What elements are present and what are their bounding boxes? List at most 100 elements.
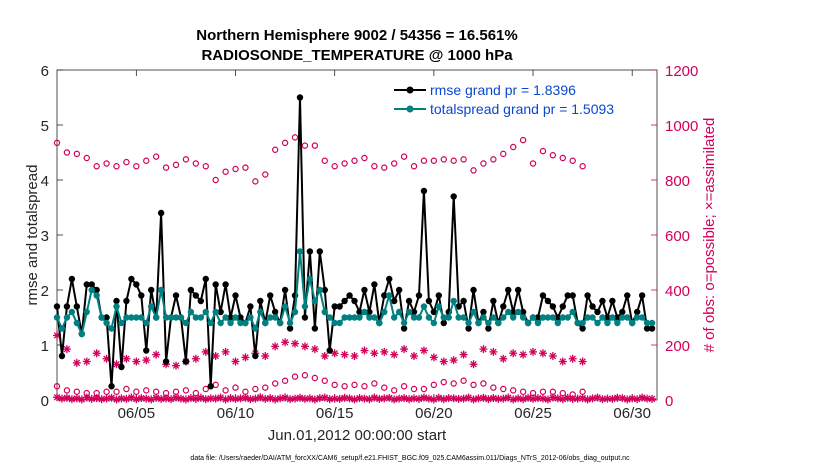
rmse-point — [341, 297, 348, 305]
totalspread-point — [93, 292, 100, 299]
obs-assimilated-point — [489, 347, 498, 356]
rmse-point — [400, 325, 408, 332]
totalspread-point — [262, 319, 269, 327]
rmse-point — [217, 308, 224, 316]
totalspread-point — [267, 314, 274, 321]
totalspread-point — [544, 314, 552, 321]
obs-assimilated-point — [499, 354, 508, 363]
totalspread-point — [138, 314, 145, 321]
obs-assimilated-point — [469, 360, 478, 369]
rmse-point — [366, 308, 373, 316]
totalspread-point — [237, 319, 244, 327]
obs-assimilated-point — [459, 394, 468, 403]
obs-assimilated-point — [152, 393, 161, 402]
totalspread-point — [157, 286, 165, 294]
asterisk-stroke — [172, 394, 180, 401]
obs-assimilated-point — [400, 345, 409, 354]
totalspread-point — [58, 325, 66, 332]
obs-assimilated-point — [514, 394, 523, 403]
totalspread-point — [569, 308, 576, 316]
totalspread-point — [415, 314, 423, 321]
totalspread-point — [128, 314, 135, 321]
obs-assimilated-point — [419, 393, 428, 402]
asterisk-stroke — [410, 352, 418, 360]
obs-possible-point — [480, 160, 487, 167]
asterisk-stroke — [574, 395, 581, 402]
totalspread-point — [376, 319, 383, 327]
totalspread-point — [143, 319, 150, 327]
rmse-point — [83, 281, 90, 288]
asterisk-stroke — [68, 395, 76, 403]
obs-assimilated-point — [548, 393, 557, 402]
asterisk-stroke — [73, 395, 81, 402]
asterisk-stroke — [53, 393, 61, 401]
obs-possible-point — [341, 383, 348, 390]
asterisk-stroke — [202, 348, 210, 356]
obs-assimilated-point — [410, 352, 419, 360]
asterisk-stroke — [281, 394, 289, 401]
rmse-point — [425, 297, 433, 305]
y-right-tick-label: 600 — [665, 228, 690, 245]
asterisk-stroke — [242, 354, 249, 361]
rmse-point — [133, 281, 140, 288]
totalspread-point — [514, 308, 522, 316]
rmse-point — [108, 383, 115, 390]
totalspread-point — [108, 325, 115, 332]
totalspread-point — [480, 314, 487, 321]
asterisk-stroke — [63, 394, 71, 402]
y-right-tick-label: 800 — [665, 173, 690, 190]
rmse-point — [172, 292, 180, 299]
asterisk-stroke — [594, 394, 601, 401]
asterisk-stroke — [331, 395, 338, 402]
asterisk-stroke — [648, 395, 656, 403]
rmse-point — [207, 383, 214, 390]
legend-rmse-label: rmse grand pr = 1.8396 — [430, 82, 576, 98]
obs-assimilated-point — [305, 394, 314, 403]
asterisk-stroke — [638, 394, 646, 401]
totalspread-point — [162, 314, 170, 321]
obs-assimilated-point — [405, 395, 414, 404]
rmse-point — [624, 292, 631, 299]
obs-assimilated-point — [350, 352, 359, 360]
totalspread-point — [450, 297, 457, 305]
totalspread-point — [68, 308, 76, 316]
totalspread-point — [519, 314, 527, 321]
obs-possible-point — [271, 380, 279, 387]
rmse-point — [88, 281, 95, 288]
rmse-point — [549, 303, 557, 310]
obs-assimilated-point — [568, 354, 577, 363]
obs-possible-point — [410, 385, 418, 393]
totalspread-point — [296, 248, 304, 255]
obs-possible-point — [83, 154, 90, 162]
obs-assimilated-point — [172, 361, 181, 370]
asterisk-stroke — [559, 358, 567, 365]
totalspread-point — [624, 314, 631, 321]
rmse-point — [252, 352, 259, 360]
obs-possible-point — [232, 165, 239, 173]
rmse-point — [455, 303, 462, 310]
obs-assimilated-point — [529, 347, 538, 356]
legend-totalspread-marker — [406, 105, 414, 113]
asterisk-stroke — [465, 394, 472, 401]
obs-assimilated-point — [469, 395, 478, 404]
asterisk-stroke — [529, 348, 537, 356]
asterisk-stroke — [237, 395, 244, 402]
obs-assimilated-point — [429, 353, 438, 362]
y-left-tick-label: 4 — [41, 173, 49, 190]
obs-assimilated-point — [509, 349, 518, 358]
totalspread-point — [63, 314, 71, 321]
asterisk-stroke — [361, 347, 368, 354]
asterisk-stroke — [480, 394, 487, 402]
totalspread-point — [579, 319, 586, 327]
obs-possible-point — [291, 134, 299, 141]
rmse-point — [519, 308, 527, 316]
obs-assimilated-point — [231, 357, 240, 366]
asterisk-stroke — [539, 349, 547, 357]
totalspread-point — [197, 314, 205, 321]
obs-assimilated-point — [276, 394, 285, 403]
asterisk-stroke — [480, 345, 487, 353]
obs-possible-point — [53, 139, 61, 147]
rmse-point — [336, 303, 343, 310]
obs-assimilated-point — [72, 358, 81, 367]
asterisk-stroke — [514, 395, 522, 402]
